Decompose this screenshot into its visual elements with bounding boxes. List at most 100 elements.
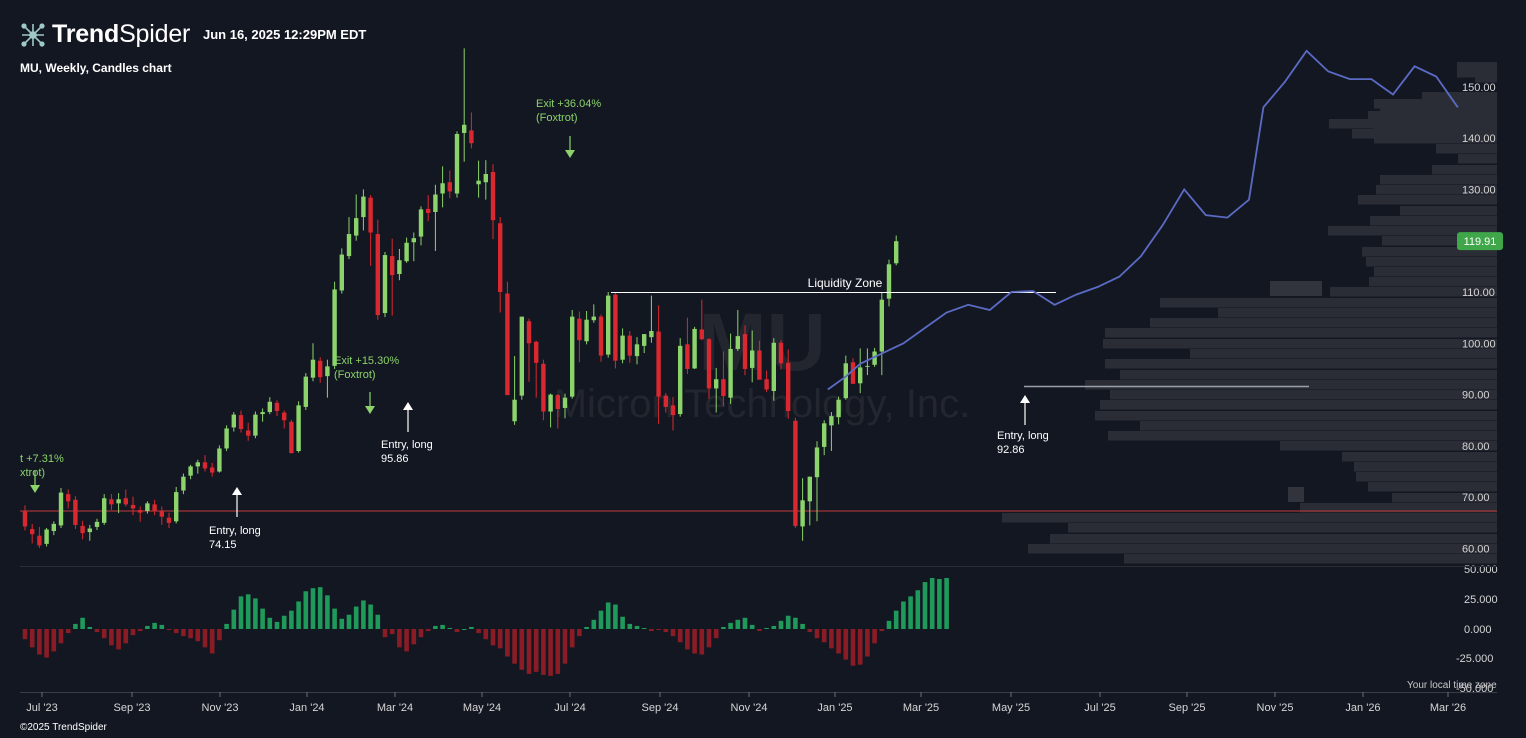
oscillator-bar [353,606,359,629]
x-tick-label: Nov '23 [202,702,239,714]
oscillator-bar [490,629,496,646]
oscillator-bar [217,629,222,641]
candle-body [670,405,676,416]
candle-body [109,499,114,505]
candle-body [526,321,532,344]
oscillator-bar [893,610,899,629]
volume-profile-bar [1368,111,1497,121]
candle-body [87,528,92,533]
candle-body [541,363,546,412]
oscillator-bar [937,579,942,629]
oscillator-tick-label: 50.000 [1464,564,1498,576]
oscillator-bar [605,602,611,629]
volume-profile-bar [1103,339,1497,349]
volume-profile-bar [1374,99,1497,109]
volume-profile-bar [1300,503,1497,513]
candle-body [22,511,28,527]
candle-body [476,180,481,185]
oscillator-bar [73,623,78,629]
candle-body [534,341,539,363]
volume-profile-bar [1356,472,1497,482]
volume-profile-bar [1330,287,1497,297]
candle-body [339,254,344,291]
oscillator-bar [512,629,517,664]
candle-body [728,348,733,398]
x-tick-label: May '25 [992,702,1030,714]
oscillator-bar [173,629,179,634]
oscillator-bar [483,629,489,640]
oscillator-bar [497,629,503,649]
x-tick-label: Jul '24 [554,702,585,714]
candle-body [505,293,510,396]
oscillator-bar [44,629,49,658]
candle-body [166,517,172,523]
oscillator-histogram [22,578,949,676]
entry-arrow-icon [1020,395,1030,403]
candle-body [562,397,568,408]
oscillator-bar [476,629,481,634]
oscillator-bar [346,614,352,629]
oscillator-bar [181,629,186,637]
oscillator-bar [339,618,345,629]
oscillator-bar [591,619,597,629]
oscillator-bar [469,626,474,629]
candle-body [210,467,215,473]
candle-body [865,365,870,367]
candle-body [872,351,877,365]
candle-body [822,423,827,447]
candle-body [764,379,769,390]
price-tick-label: 150.00 [1462,82,1496,94]
oscillator-bar [461,629,467,630]
oscillator-bar [411,629,417,645]
volume-profile-bar [1392,493,1497,503]
candle-body [699,329,704,340]
candle-body [894,241,899,264]
brand-logo[interactable]: TrendSpider [20,20,190,49]
candle-body [181,476,186,491]
candle-body [462,124,467,133]
x-tick-label: Nov '25 [1257,702,1294,714]
price-tick-label: 70.00 [1462,492,1490,504]
signal-label-line2: 92.86 [997,444,1025,456]
oscillator-bar [764,627,769,629]
oscillator-bar [80,617,85,629]
candle-body [570,316,575,397]
volume-profile-bar [1288,487,1304,502]
candle-body [627,335,632,356]
exit-arrow-icon [30,485,40,493]
oscillator-bar [440,624,445,629]
oscillator-bar [533,629,539,672]
candle-body [253,414,258,436]
candle-body [188,466,193,476]
x-tick-label: Mar '24 [377,702,413,714]
last-price-badge[interactable]: 119.91 [1457,232,1503,251]
candle-body [123,498,128,505]
oscillator-bar [245,594,251,629]
oscillator-bar [908,596,913,629]
oscillator-bar [526,629,532,674]
candle-body [426,208,431,213]
trade-signals: t +7.31% xtrot) Entry, long 74.15 Exit +15.3… [20,98,1049,551]
price-tick-label: 140.00 [1462,133,1496,145]
volume-profile-bar [1002,513,1497,523]
oscillator-bar [22,629,28,640]
candle-body [850,362,856,384]
x-tick-label: Nov '24 [731,702,768,714]
volume-profile-bar [1270,281,1322,296]
oscillator-bar [634,625,640,629]
candle-body [469,130,474,144]
oscillator-bar [771,625,777,629]
candle-body [829,416,834,426]
candle-body [843,363,848,399]
volume-profile-bar [1380,175,1497,185]
candle-body [152,504,157,512]
oscillator-bar [785,615,791,629]
oscillator-bar [627,623,633,629]
oscillator-bar [757,629,762,632]
logo-wordmark: TrendSpider [52,20,191,48]
candle-body [433,194,438,212]
volume-profile-bar [1475,73,1497,83]
oscillator-bar [109,629,114,646]
candle-body [404,242,409,262]
volume-profile-bar [1436,144,1497,154]
